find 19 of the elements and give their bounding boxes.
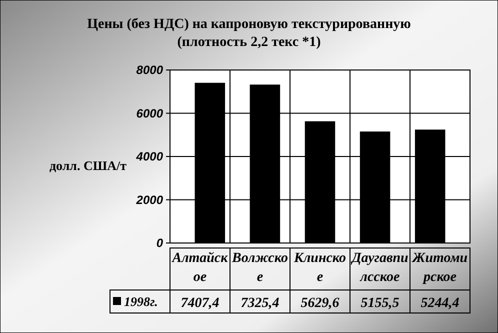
chart-subtitle: (плотность 2,2 текс *1): [177, 35, 322, 50]
data-label: 7407,4: [180, 296, 220, 311]
x-tick-label: Даугавпилсское: [351, 250, 409, 287]
y-tick-label: 6000: [136, 106, 164, 120]
y-tick-label: 8000: [136, 63, 164, 77]
x-tick-label: Житомирское: [411, 250, 469, 287]
data-label: 5629,6: [300, 296, 340, 311]
data-label: 7325,4: [240, 296, 280, 311]
y-tick-label: 4000: [135, 150, 164, 164]
y-tick-label: 2000: [135, 192, 164, 207]
legend-label: 1998г.: [124, 294, 158, 309]
data-label: 5244,4: [420, 296, 460, 311]
data-label: 5155,5: [360, 296, 400, 311]
y-tick-label: 0: [156, 236, 164, 250]
x-tick-label: Алтайское: [171, 250, 229, 287]
x-tick-label: Клинское: [292, 250, 347, 287]
y-axis-title: долл. США/т: [49, 158, 128, 173]
x-tick-label: Волжское: [231, 250, 289, 287]
chart-title: Цены (без НДС) на капроновую текстурированную: [87, 17, 412, 32]
